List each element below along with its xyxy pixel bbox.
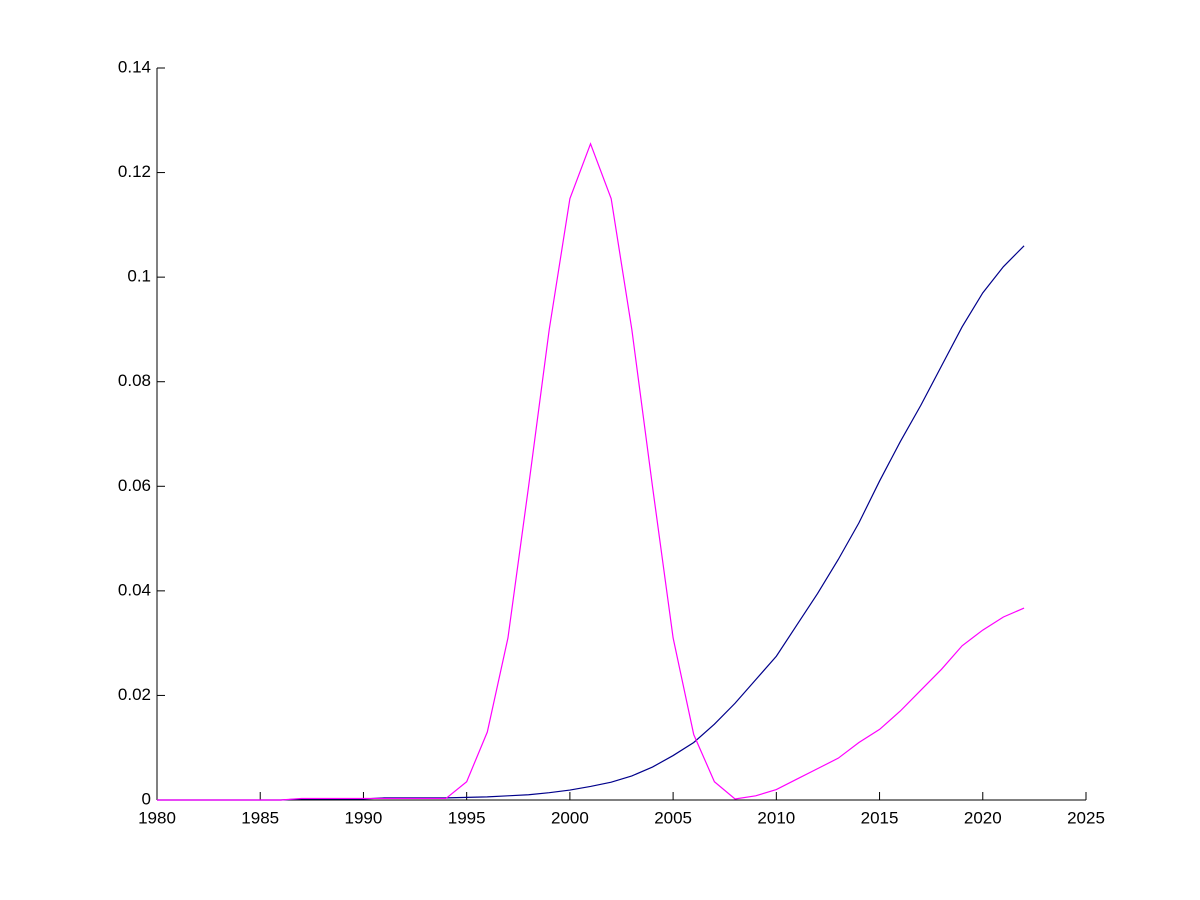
x-tick-label: 2025 — [1067, 808, 1105, 827]
y-tick-label: 0.04 — [118, 580, 151, 599]
y-tick-label: 0 — [142, 789, 151, 808]
x-tick-label: 1985 — [241, 808, 279, 827]
y-tick-label: 0.08 — [118, 371, 151, 390]
y-tick-label: 0.14 — [118, 57, 151, 76]
y-tick-label: 0.12 — [118, 162, 151, 181]
y-tick-label: 0.06 — [118, 476, 151, 495]
x-tick-label: 2000 — [551, 808, 589, 827]
x-tick-label: 1980 — [138, 808, 176, 827]
x-tick-label: 1990 — [345, 808, 383, 827]
line — [157, 142, 1025, 801]
x-tick-label: 2015 — [861, 808, 899, 827]
y-tick-label: 0.02 — [118, 685, 151, 704]
x-tick-label: 2010 — [757, 808, 795, 827]
y-tick-label: 0.1 — [127, 267, 151, 286]
x-tick-label: 2020 — [964, 808, 1002, 827]
x-tick-label: 2005 — [654, 808, 692, 827]
x-tick-label: 1995 — [448, 808, 486, 827]
